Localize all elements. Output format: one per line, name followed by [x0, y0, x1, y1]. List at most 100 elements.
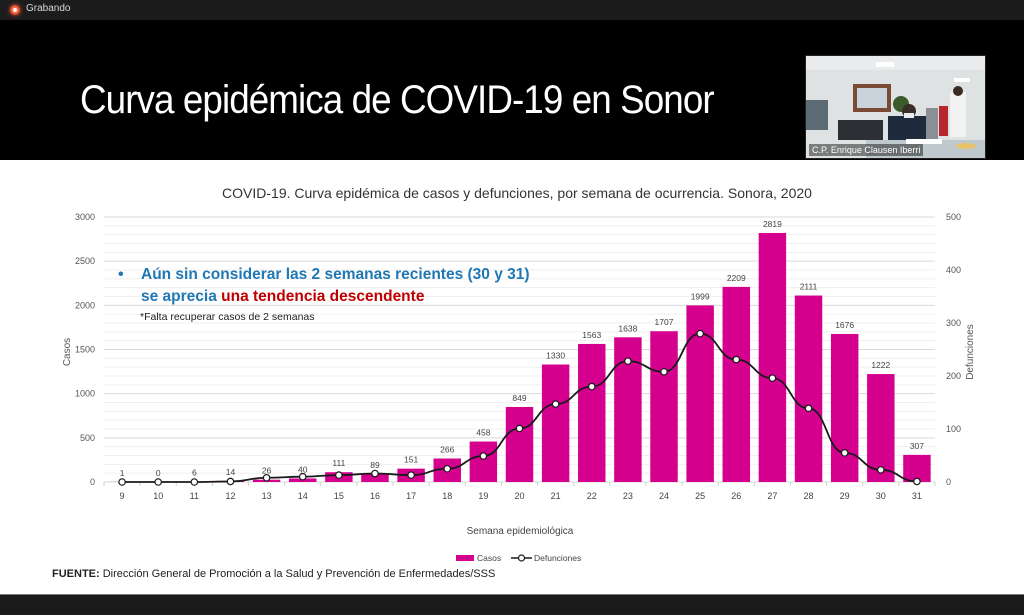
bar-label-week-22: 1563 [582, 330, 601, 340]
deaths-point-week-12 [227, 478, 233, 484]
x-tick-label: 18 [442, 491, 452, 501]
deaths-point-week-14 [300, 474, 306, 480]
bar-label-week-9: 1 [120, 468, 125, 478]
y-tick-label: 1500 [75, 345, 95, 355]
shared-slide: Curva epidémica de COVID-19 en Sonor C.P… [0, 20, 1024, 594]
deaths-point-week-19 [480, 453, 486, 459]
bar-label-week-20: 849 [512, 393, 526, 403]
x-tick-label: 10 [153, 491, 163, 501]
legend-swatch-defunciones-marker [519, 555, 525, 561]
deaths-point-week-22 [589, 383, 595, 389]
y2-tick-label: 0 [946, 477, 951, 487]
bar-casos-week-24 [650, 331, 677, 482]
bar-label-week-23: 1638 [618, 323, 637, 333]
x-tick-label: 28 [804, 491, 814, 501]
epidemic-chart: COVID-19. Curva epidémica de casos y def… [0, 170, 1024, 570]
x-tick-label: 9 [120, 491, 125, 501]
video-feed [806, 56, 985, 158]
x-tick-label: 23 [623, 491, 633, 501]
deaths-point-week-11 [191, 479, 197, 485]
deaths-point-week-28 [805, 405, 811, 411]
annotation-note: *Falta recuperar casos de 2 semanas [140, 311, 315, 323]
legend: Casos Defunciones [456, 553, 581, 563]
x-tick-label: 19 [478, 491, 488, 501]
chart-title: COVID-19. Curva epidémica de casos y def… [222, 185, 812, 201]
deaths-point-week-29 [841, 450, 847, 456]
legend-label-defunciones: Defunciones [534, 553, 581, 563]
deaths-point-week-23 [625, 358, 631, 364]
bar-label-week-25: 1999 [691, 291, 710, 301]
bar-label-week-12: 14 [226, 467, 236, 477]
y-tick-label: 0 [90, 477, 95, 487]
x-tick-label: 22 [587, 491, 597, 501]
annotation-line2-red: una tendencia descendente [221, 288, 425, 305]
bar-label-week-19: 458 [476, 428, 490, 438]
x-axis-title: Semana epidemiológica [467, 526, 574, 537]
y2-tick-label: 500 [946, 212, 961, 222]
y2-tick-label: 200 [946, 371, 961, 381]
x-tick-label: 30 [876, 491, 886, 501]
recording-label: Grabando [26, 3, 70, 14]
legend-label-casos: Casos [477, 553, 501, 563]
y2-axis-title: Defunciones [965, 324, 976, 380]
x-tick-label: 21 [551, 491, 561, 501]
deaths-point-week-17 [408, 472, 414, 478]
deaths-point-week-15 [336, 472, 342, 478]
y-tick-label: 1000 [75, 389, 95, 399]
participant-video[interactable]: C.P. Enrique Clausen Iberri [805, 55, 986, 159]
bar-label-week-15: 111 [332, 458, 345, 468]
x-tick-label: 25 [695, 491, 705, 501]
deaths-point-week-20 [516, 425, 522, 431]
bar-label-week-21: 1330 [546, 351, 565, 361]
bar-label-week-29: 1676 [835, 320, 854, 330]
bar-casos-week-22 [578, 344, 605, 482]
annotation-bullet: • [118, 266, 124, 283]
x-tick-label: 29 [840, 491, 850, 501]
bar-casos-week-30 [867, 374, 894, 482]
x-tick-label: 13 [262, 491, 272, 501]
bar-label-week-18: 266 [440, 445, 454, 455]
bar-casos-week-19 [470, 442, 497, 482]
y-tick-label: 3000 [75, 212, 95, 222]
deaths-point-week-26 [733, 356, 739, 362]
bar-casos-week-28 [795, 296, 822, 482]
x-tick-label: 11 [190, 491, 199, 501]
y-tick-label: 2500 [75, 256, 95, 266]
recording-bar: Grabando [0, 0, 1024, 20]
x-tick-label: 16 [370, 491, 380, 501]
source-text: Dirección General de Promoción a la Salu… [100, 568, 496, 580]
deaths-point-week-24 [661, 369, 667, 375]
x-tick-label: 17 [406, 491, 416, 501]
bar-label-week-31: 307 [910, 441, 924, 451]
x-tick-label: 20 [514, 491, 524, 501]
bar-label-week-11: 6 [192, 467, 197, 477]
deaths-point-week-10 [155, 479, 161, 485]
x-tick-label: 26 [731, 491, 741, 501]
bar-casos-week-26 [723, 287, 750, 482]
deaths-point-week-18 [444, 466, 450, 472]
y-tick-label: 500 [80, 433, 95, 443]
deaths-point-week-9 [119, 479, 125, 485]
participant-name: C.P. Enrique Clausen Iberri [809, 144, 923, 156]
bar-label-week-30: 1222 [871, 360, 890, 370]
deaths-point-week-13 [263, 475, 269, 481]
y-axis-title: Casos [62, 338, 73, 366]
bar-label-week-26: 2209 [727, 273, 746, 283]
bar-label-week-28: 2111 [800, 282, 818, 292]
record-icon [10, 5, 20, 15]
bar-casos-week-29 [831, 334, 858, 482]
x-tick-label: 27 [767, 491, 777, 501]
x-tick-label: 12 [225, 491, 235, 501]
deaths-point-week-25 [697, 330, 703, 336]
bottom-toolbar [0, 594, 1024, 615]
annotation-line2-blue: se aprecia [141, 288, 221, 305]
legend-swatch-casos [456, 555, 474, 561]
annotation-line2: se aprecia una tendencia descendente [141, 288, 425, 305]
bar-label-week-17: 151 [404, 455, 418, 465]
x-tick-label: 14 [298, 491, 308, 501]
deaths-point-week-30 [878, 467, 884, 473]
y2-tick-label: 400 [946, 265, 961, 275]
